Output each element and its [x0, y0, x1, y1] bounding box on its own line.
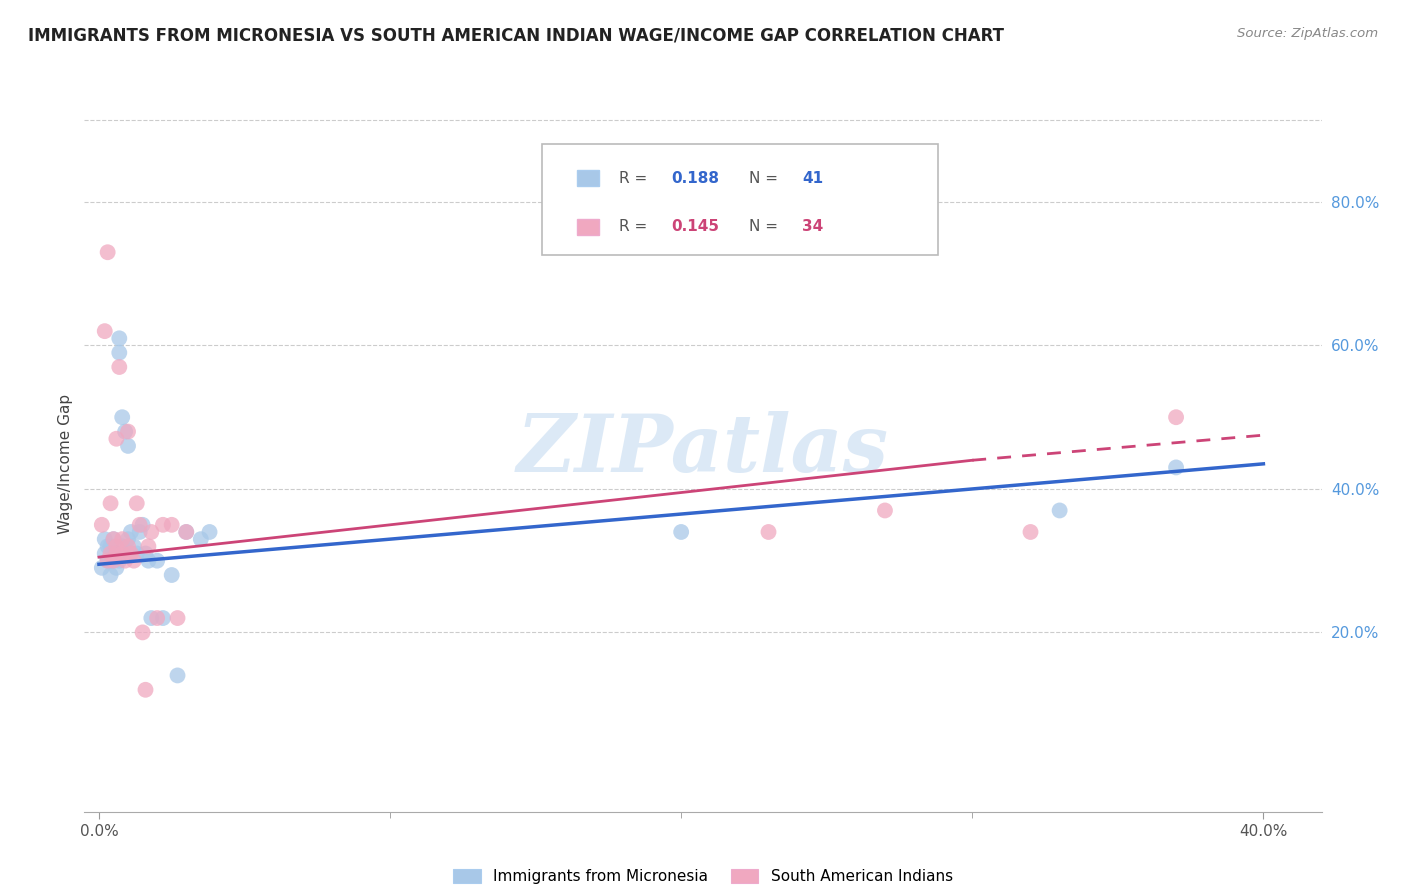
Point — [90, 517, 112, 532]
Point — [131, 517, 153, 532]
Point — [134, 682, 156, 697]
Text: ZIPatlas: ZIPatlas — [517, 411, 889, 489]
Point — [105, 547, 128, 561]
Point — [105, 539, 128, 553]
Text: N =: N = — [749, 219, 783, 235]
Point — [93, 324, 115, 338]
Y-axis label: Wage/Income Gap: Wage/Income Gap — [58, 393, 73, 534]
Point — [1049, 503, 1071, 517]
Point — [174, 524, 197, 539]
Point — [105, 547, 128, 561]
Point — [117, 532, 139, 546]
Point — [120, 547, 142, 561]
Point — [1019, 524, 1042, 539]
Point — [108, 331, 131, 345]
Text: Source: ZipAtlas.com: Source: ZipAtlas.com — [1237, 27, 1378, 40]
Point — [134, 547, 156, 561]
Point — [103, 532, 125, 546]
Point — [146, 554, 169, 568]
Point — [111, 539, 134, 553]
Point — [174, 524, 197, 539]
Point — [669, 524, 692, 539]
Point — [108, 554, 131, 568]
Point — [108, 359, 131, 374]
Point — [160, 568, 183, 582]
Point — [103, 554, 125, 568]
Point — [120, 547, 142, 561]
Point — [117, 439, 139, 453]
Point — [105, 432, 128, 446]
Point — [103, 554, 125, 568]
Point — [100, 554, 122, 568]
FancyBboxPatch shape — [543, 144, 938, 255]
Point — [1164, 460, 1187, 475]
Point — [141, 524, 163, 539]
Point — [114, 425, 136, 439]
Point — [128, 517, 150, 532]
Point — [141, 611, 163, 625]
Point — [90, 561, 112, 575]
Text: R =: R = — [619, 170, 652, 186]
Point — [108, 345, 131, 359]
Point — [190, 532, 212, 546]
Point — [97, 245, 120, 260]
Point — [114, 554, 136, 568]
Point — [97, 554, 120, 568]
Point — [105, 561, 128, 575]
Point — [97, 554, 120, 568]
Point — [117, 425, 139, 439]
Text: N =: N = — [749, 170, 783, 186]
Point — [125, 547, 148, 561]
Text: 34: 34 — [801, 219, 824, 235]
Point — [873, 503, 896, 517]
FancyBboxPatch shape — [576, 219, 599, 235]
Point — [100, 496, 122, 510]
Point — [103, 547, 125, 561]
Point — [166, 668, 188, 682]
Point — [103, 532, 125, 546]
Point — [100, 547, 122, 561]
Point — [198, 524, 221, 539]
Text: R =: R = — [619, 219, 652, 235]
Point — [93, 547, 115, 561]
Point — [93, 532, 115, 546]
Point — [125, 496, 148, 510]
Text: 0.145: 0.145 — [671, 219, 718, 235]
Legend: Immigrants from Micronesia, South American Indians: Immigrants from Micronesia, South Americ… — [453, 869, 953, 884]
Point — [111, 547, 134, 561]
FancyBboxPatch shape — [576, 170, 599, 186]
Point — [152, 611, 174, 625]
Text: 41: 41 — [801, 170, 823, 186]
Point — [111, 410, 134, 425]
Point — [1164, 410, 1187, 425]
Point — [152, 517, 174, 532]
Point — [111, 532, 134, 546]
Point — [160, 517, 183, 532]
Text: IMMIGRANTS FROM MICRONESIA VS SOUTH AMERICAN INDIAN WAGE/INCOME GAP CORRELATION : IMMIGRANTS FROM MICRONESIA VS SOUTH AMER… — [28, 27, 1004, 45]
Point — [97, 539, 120, 553]
Point — [131, 625, 153, 640]
Point — [122, 554, 145, 568]
Text: 0.188: 0.188 — [671, 170, 718, 186]
Point — [758, 524, 780, 539]
Point — [146, 611, 169, 625]
Point — [128, 524, 150, 539]
Point — [100, 539, 122, 553]
Point — [117, 539, 139, 553]
Point — [138, 554, 160, 568]
Point — [166, 611, 188, 625]
Point — [100, 568, 122, 582]
Point — [120, 524, 142, 539]
Point — [122, 539, 145, 553]
Point — [114, 547, 136, 561]
Point — [138, 539, 160, 553]
